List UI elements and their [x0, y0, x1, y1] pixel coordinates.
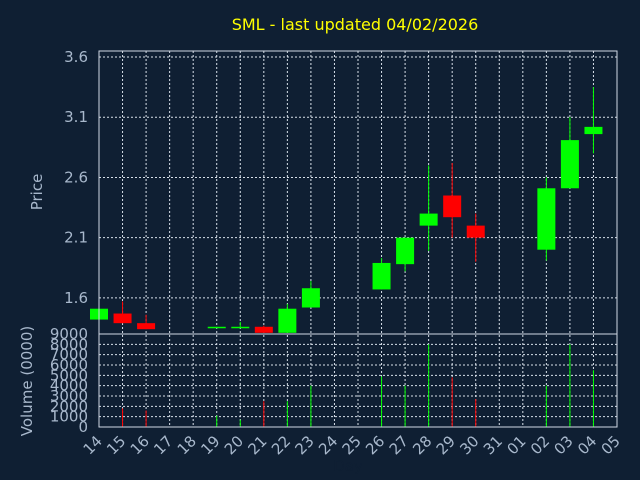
- x-tick-label: 16: [127, 432, 153, 458]
- x-tick-label: 20: [221, 432, 247, 458]
- volume-axis-label: Volume (0000): [18, 326, 36, 436]
- x-tick-label: 24: [315, 432, 341, 458]
- candle-body: [301, 288, 320, 308]
- volume-tick-label: 2000: [50, 397, 88, 415]
- price-tick-label: 1.6: [64, 289, 88, 307]
- x-tick-label: 26: [362, 432, 388, 458]
- x-tick-label: 15: [103, 432, 129, 458]
- candle-body: [231, 326, 250, 329]
- volume-tick-label: 4000: [50, 377, 88, 395]
- x-tick-label: 25: [339, 432, 365, 458]
- x-tick-label: 03: [551, 432, 577, 458]
- x-tick-label: 05: [598, 432, 624, 458]
- x-tick-label: 17: [150, 432, 176, 458]
- candle-body: [396, 237, 415, 265]
- x-tick-label: 04: [574, 432, 600, 458]
- x-tick-label: 27: [386, 432, 412, 458]
- candle-body: [113, 313, 132, 324]
- x-tick-label: 28: [409, 432, 435, 458]
- candle-body: [278, 308, 297, 333]
- x-axis-ticks: 1415161718192021222324252627282930310102…: [80, 432, 624, 458]
- volume-panel-frame: [98, 333, 618, 428]
- x-tick-label: 14: [80, 432, 106, 458]
- price-tick-label: 2.1: [64, 229, 88, 247]
- candle-layer: [90, 87, 603, 333]
- x-tick-label: 19: [197, 432, 223, 458]
- x-tick-label: 29: [433, 432, 459, 458]
- price-axis-ticks: 1.6 2.1 2.6 3.1 3.6: [64, 48, 88, 307]
- candle-body: [137, 323, 156, 330]
- volume-tick-label: 8000: [50, 335, 88, 353]
- volume-tick-label: 7000: [50, 346, 88, 364]
- chart-title: SML - last updated 04/02/2026: [232, 15, 479, 34]
- volume-tick-label: 9000: [50, 325, 88, 343]
- price-tick-label: 2.6: [64, 168, 88, 186]
- volume-layer: [122, 344, 594, 427]
- candle-body: [584, 126, 603, 135]
- x-axis-label: Day: [333, 457, 363, 475]
- candle-body: [443, 195, 462, 218]
- volume-tick-label: 1000: [50, 408, 88, 426]
- volume-tick-label: 3000: [50, 387, 88, 405]
- candle-body: [254, 326, 273, 333]
- candle-body: [466, 225, 485, 238]
- price-tick-label: 3.6: [64, 48, 88, 66]
- x-tick-label: 23: [292, 432, 318, 458]
- x-tick-label: 02: [527, 432, 553, 458]
- x-tick-label: 01: [503, 432, 529, 458]
- volume-tick-label: 5000: [50, 366, 88, 384]
- candle-body: [372, 262, 391, 290]
- candle-body: [419, 213, 438, 226]
- volume-tick-label: 0: [78, 418, 88, 436]
- candle-body: [560, 140, 579, 189]
- candle-body: [207, 326, 226, 329]
- price-tick-label: 3.1: [64, 108, 88, 126]
- x-tick-label: 31: [480, 432, 506, 458]
- x-tick-label: 18: [174, 432, 200, 458]
- x-tick-label: 21: [244, 432, 270, 458]
- price-axis-label: Price: [28, 174, 46, 211]
- x-tick-label: 30: [456, 432, 482, 458]
- candle-body: [537, 188, 556, 250]
- volume-tick-label: 6000: [50, 356, 88, 374]
- x-tick-label: 22: [268, 432, 294, 458]
